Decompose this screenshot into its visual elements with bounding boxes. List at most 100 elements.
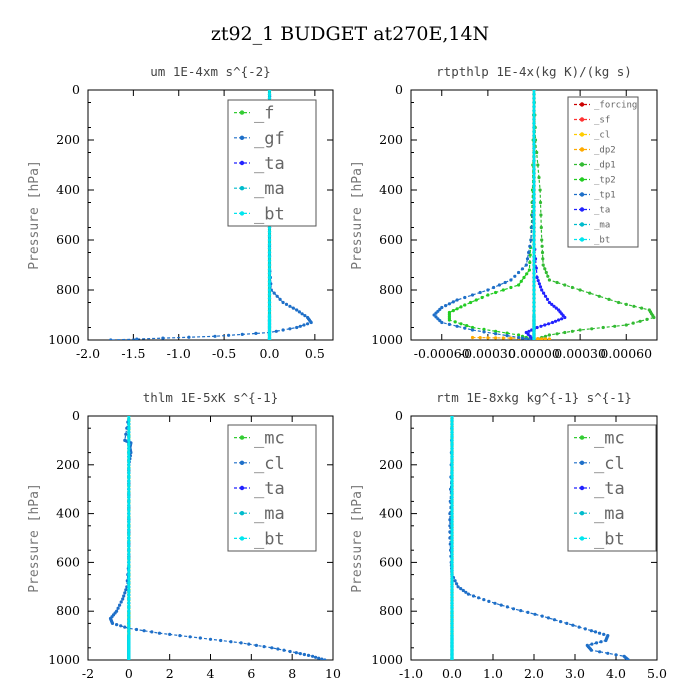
y-tick-label: 800 (379, 282, 403, 297)
data-point (267, 288, 272, 292)
legend-label: _f (254, 104, 274, 124)
data-point (532, 275, 536, 280)
data-point (532, 242, 536, 246)
data-point (540, 250, 545, 255)
data-point (450, 520, 454, 524)
data-point (459, 322, 463, 326)
data-point (474, 298, 478, 302)
data-point (532, 221, 536, 225)
data-point (578, 288, 582, 292)
data-point (240, 332, 244, 336)
data-point (632, 304, 636, 308)
data-point (482, 330, 486, 334)
data-point (124, 588, 128, 592)
x-tick-label: 2 (166, 666, 174, 681)
legend-label: _gf (254, 129, 285, 149)
data-point (450, 589, 454, 593)
data-point (494, 290, 498, 295)
data-point (532, 159, 536, 163)
legend-marker (239, 211, 245, 216)
data-point (538, 200, 543, 205)
data-point (470, 325, 475, 330)
data-point (448, 518, 452, 522)
data-point (624, 323, 628, 327)
legend-marker (579, 435, 585, 440)
data-point (532, 100, 536, 105)
data-point (127, 451, 131, 455)
data-point (272, 291, 276, 295)
legend-label: _ta (594, 206, 610, 216)
data-point (127, 491, 131, 495)
data-point (532, 309, 536, 313)
data-point (547, 278, 552, 282)
data-point (547, 333, 552, 337)
data-point (463, 303, 467, 307)
x-tick-label: 4 (207, 666, 215, 681)
data-point (298, 652, 302, 656)
data-point (617, 300, 621, 305)
data-point (267, 259, 272, 263)
data-point (281, 300, 285, 305)
y-tick-label: 600 (379, 554, 403, 569)
data-point (127, 442, 131, 447)
data-point (267, 271, 272, 275)
data-point (537, 282, 542, 286)
data-point (267, 300, 272, 305)
legend-label: _cl (594, 131, 610, 141)
data-point (614, 653, 618, 657)
data-point (450, 416, 454, 418)
data-point (127, 511, 131, 516)
data-point (532, 121, 536, 125)
data-point (463, 326, 467, 330)
data-point (535, 150, 539, 155)
data-point (538, 188, 542, 192)
data-point (532, 188, 536, 192)
data-point (478, 336, 482, 340)
data-point (559, 620, 563, 624)
data-point (532, 263, 536, 267)
y-tick-label: 1000 (48, 652, 80, 667)
data-point (267, 284, 272, 288)
data-point (459, 305, 463, 309)
data-point (571, 623, 575, 627)
data-point (547, 322, 551, 326)
x-tick-label: 2.0 (524, 666, 544, 681)
data-point (543, 267, 547, 271)
data-point (546, 274, 550, 278)
data-point (532, 109, 536, 113)
data-point (317, 656, 321, 660)
legend: _mc _cl _ta _ma _bt (227, 424, 317, 552)
x-tick-label: 5.0 (647, 666, 667, 681)
data-point (532, 259, 536, 263)
legend-label: _ma (594, 504, 625, 524)
legend-label: _sf (594, 116, 610, 126)
data-point (526, 610, 530, 615)
data-point (501, 288, 505, 292)
legend-marker (579, 237, 585, 242)
data-point (541, 257, 545, 261)
legend-label: _mc (594, 429, 625, 449)
data-point (519, 609, 523, 613)
data-point (440, 305, 444, 310)
legend-marker (579, 192, 585, 197)
data-point (532, 225, 536, 230)
legend-label: _ta (594, 479, 625, 499)
data-point (450, 540, 454, 544)
data-point (525, 272, 529, 276)
data-point (482, 327, 486, 331)
data-point (532, 271, 536, 275)
legend-marker (579, 511, 585, 516)
data-point (127, 601, 131, 605)
x-tick-label: 0.00000 (508, 346, 560, 361)
data-point (553, 319, 558, 323)
legend-label: _ma (254, 179, 285, 199)
data-point (557, 318, 561, 322)
data-point (450, 609, 454, 613)
data-point (450, 581, 454, 585)
data-point (501, 336, 505, 340)
data-point (532, 205, 536, 209)
data-point (563, 283, 567, 287)
data-point (450, 548, 454, 552)
y-tick-label: 800 (56, 603, 80, 618)
data-point (539, 324, 543, 328)
